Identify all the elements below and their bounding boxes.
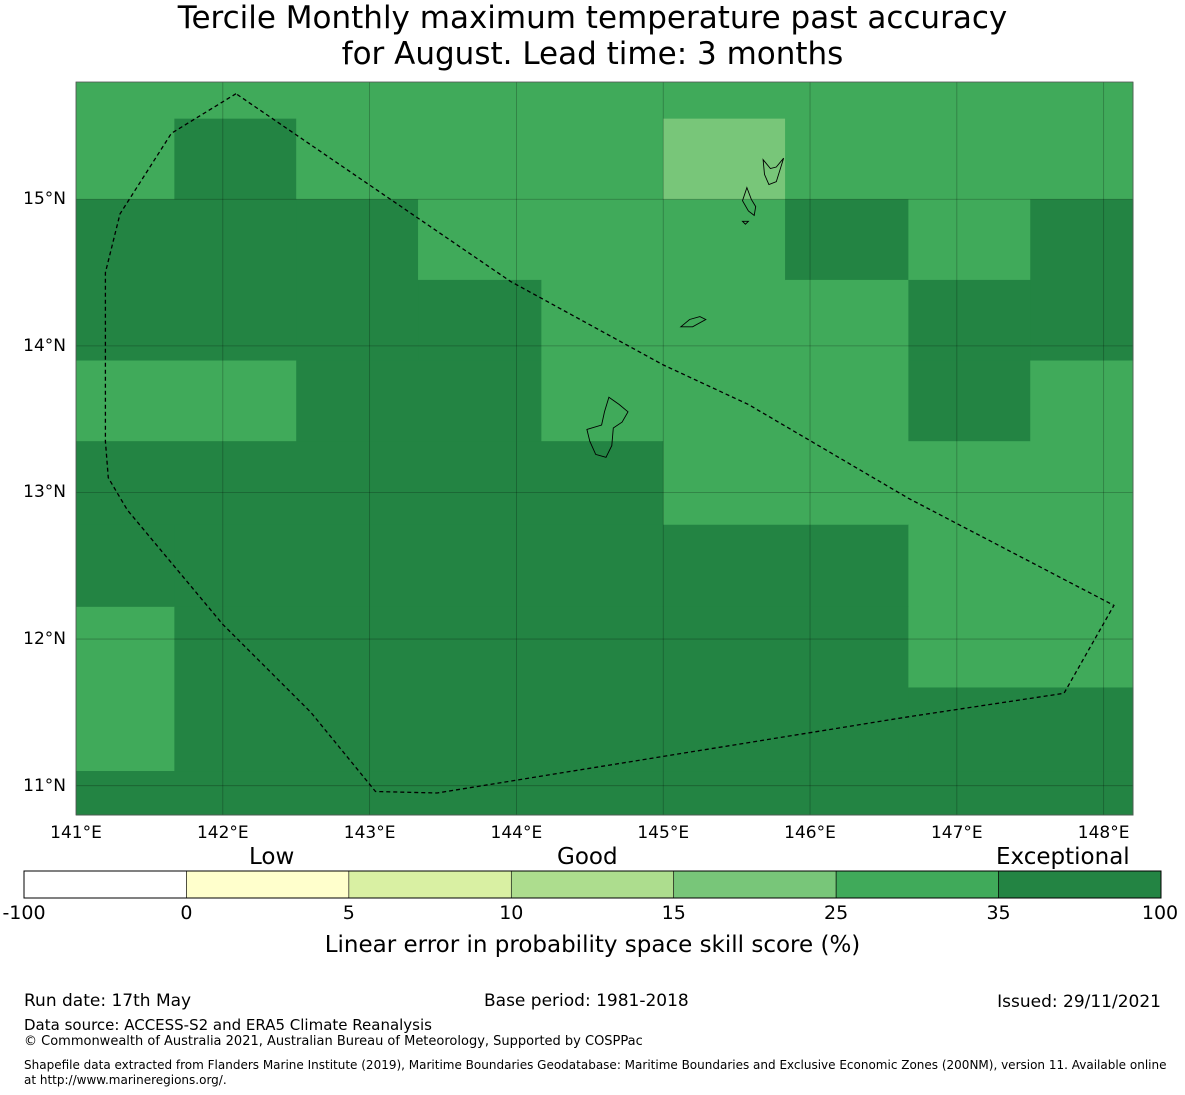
colorbar-bin — [835, 870, 999, 899]
colorbar-bin — [510, 870, 675, 899]
grid-cell — [908, 199, 1031, 281]
grid-cell — [1030, 360, 1134, 442]
grid-cell — [76, 360, 297, 442]
colorbar-tick: 5 — [342, 902, 355, 924]
lat-tick-label: 11°N — [23, 775, 66, 796]
island-coastlines — [586, 157, 785, 458]
colorbar-tick: -100 — [2, 902, 46, 924]
grid-cell — [541, 360, 664, 442]
grid-cell — [296, 360, 542, 442]
lon-tick-label: 147°E — [930, 823, 983, 843]
colorbar-tick: 25 — [824, 902, 849, 924]
category-low: Low — [249, 844, 295, 870]
grid-cell — [663, 82, 786, 120]
grid-cell — [541, 199, 786, 362]
grid-cell — [908, 524, 1134, 608]
grid-cell — [785, 82, 1134, 200]
run-date: Run date: 17th May — [24, 991, 192, 1011]
skill-grid-cells — [76, 82, 1134, 816]
grid-cell — [76, 82, 175, 200]
grid-cell — [663, 441, 1134, 526]
colorbar-bin — [23, 870, 187, 899]
lon-tick-label: 142°E — [196, 823, 249, 843]
lat-tick-label: 12°N — [23, 629, 66, 650]
island-outline — [742, 186, 757, 217]
eez-boundary — [104, 93, 1115, 794]
grid-cell — [908, 687, 1134, 772]
grid-cell — [76, 771, 1134, 816]
grid-cell — [174, 118, 297, 200]
grid-cell — [76, 441, 664, 526]
shapefile-credit: Shapefile data extracted from Flanders M… — [24, 1058, 1167, 1087]
island-outline — [741, 220, 750, 225]
grid-cell — [785, 199, 909, 281]
map-frame — [75, 81, 1134, 816]
grid-cell — [76, 524, 175, 608]
colorbar — [23, 870, 1162, 899]
grid-cell — [908, 360, 1031, 442]
colorbar-bin — [348, 870, 512, 899]
grid-cell — [785, 279, 909, 362]
grid-cell — [174, 524, 909, 608]
lat-tick-label: 15°N — [23, 189, 66, 210]
data-source: Data source: ACCESS-S2 and ERA5 Climate … — [24, 1016, 432, 1034]
grid-cell — [541, 82, 664, 200]
grid-cell — [174, 82, 297, 120]
lon-tick-label: 143°E — [343, 823, 396, 843]
grid-cell — [908, 606, 1134, 688]
category-good: Good — [557, 844, 618, 870]
island-outline — [679, 316, 707, 328]
category-exceptional: Exceptional — [996, 844, 1130, 870]
grid-cell — [174, 606, 909, 772]
colorbar-frame — [23, 870, 1162, 899]
lon-tick-label: 145°E — [637, 823, 690, 843]
map-title-line-1: Tercile Monthly maximum temperature past… — [177, 0, 1008, 36]
grid-cell — [418, 279, 542, 362]
grid-cell — [663, 360, 909, 442]
map-title-line-2: for August. Lead time: 3 months — [341, 36, 844, 72]
colorbar-tick: 15 — [661, 902, 686, 924]
grid-cell — [663, 118, 786, 200]
colorbar-tick: 10 — [499, 902, 524, 924]
island-outline — [762, 157, 785, 186]
grid-cell — [296, 82, 542, 200]
colorbar-bin — [186, 870, 350, 899]
grid-cell — [76, 606, 175, 772]
base-period: Base period: 1981-2018 — [484, 991, 689, 1011]
grid-cell — [1030, 199, 1134, 362]
lon-tick-label: 146°E — [784, 823, 836, 843]
grid-cell — [76, 199, 297, 362]
colorbar-tick: 0 — [180, 902, 193, 924]
colorbar-label: Linear error in probability space skill … — [324, 932, 861, 958]
lon-tick-label: 141°E — [50, 823, 102, 843]
colorbar-bin — [673, 870, 837, 899]
lon-tick-label: 144°E — [490, 823, 543, 843]
lon-tick-label: 148°E — [1077, 823, 1130, 843]
grid-cell — [296, 199, 419, 362]
grid-cell — [418, 199, 542, 281]
colorbar-tick: 35 — [986, 902, 1011, 924]
island-outline — [586, 396, 629, 458]
colorbar-tick: 100 — [1141, 902, 1179, 924]
lat-tick-label: 13°N — [23, 482, 66, 503]
colorbar-bin — [998, 870, 1162, 899]
grid-cell — [908, 279, 1031, 362]
lat-tick-label: 14°N — [23, 335, 66, 356]
copyright: © Commonwealth of Australia 2021, Austra… — [24, 1034, 643, 1049]
issued-date: Issued: 29/11/2021 — [997, 992, 1161, 1012]
